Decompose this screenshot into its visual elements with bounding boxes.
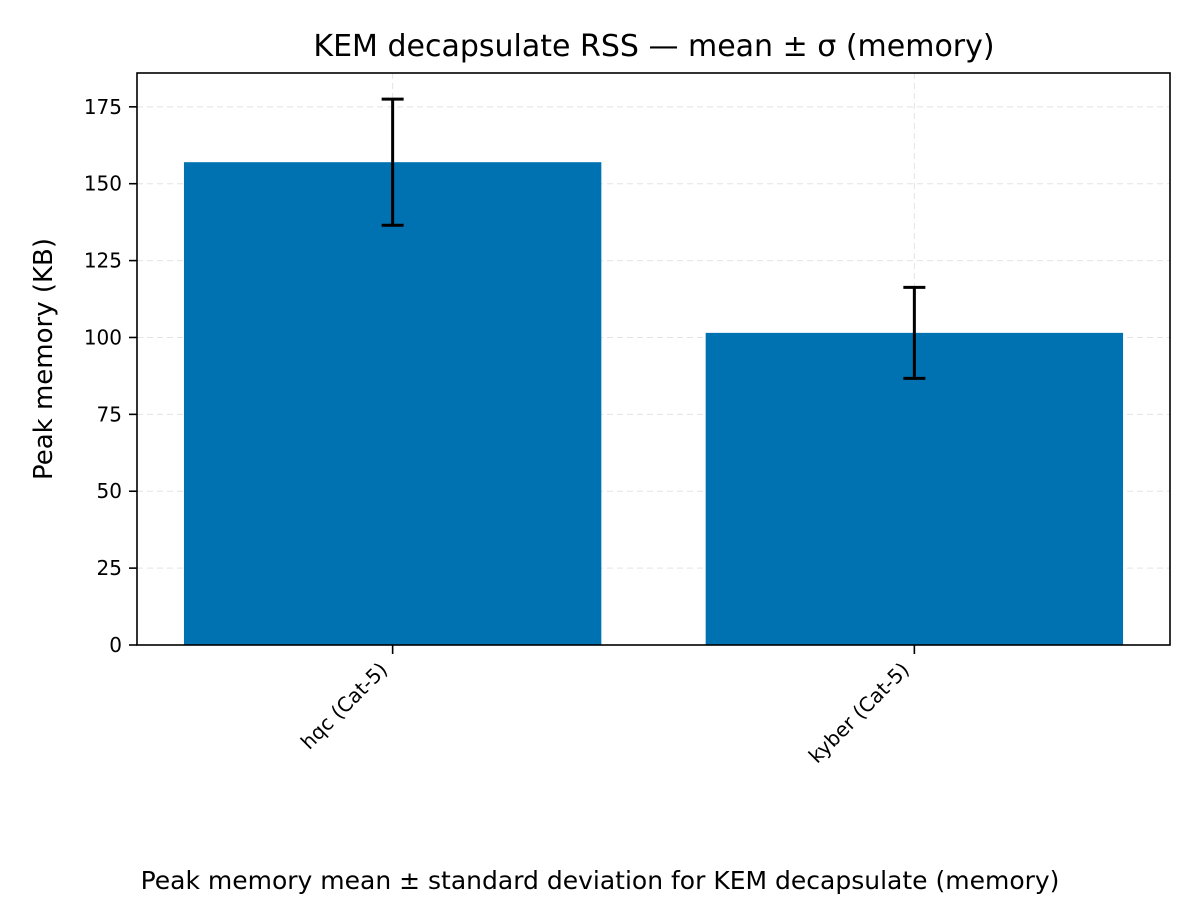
x-tick-label: kyber (Cat-5) xyxy=(804,658,914,768)
y-tick-label: 100 xyxy=(84,325,122,349)
x-tick-label: hqc (Cat-5) xyxy=(296,658,392,754)
y-tick-label: 150 xyxy=(84,172,122,196)
y-tick-label: 50 xyxy=(97,479,122,503)
chart-title: KEM decapsulate RSS — mean ± σ (memory) xyxy=(313,29,994,64)
y-tick-label: 0 xyxy=(109,633,122,657)
y-axis-ticks: 0 25 50 75 100 125 150 175 xyxy=(84,95,137,657)
bar-1 xyxy=(705,332,1124,645)
error-bar-layer xyxy=(381,97,926,380)
x-axis-ticks: hqc (Cat-5) kyber (Cat-5) xyxy=(296,645,916,768)
y-tick-label: 175 xyxy=(84,95,122,119)
y-axis-label: Peak memory (KB) xyxy=(29,238,59,480)
y-tick-label: 25 xyxy=(97,556,122,580)
bar-layer xyxy=(183,162,1124,645)
error-bar-1 xyxy=(903,285,926,380)
y-tick-label: 125 xyxy=(84,249,122,273)
error-bar-0 xyxy=(381,97,404,227)
plot-frame xyxy=(136,72,1171,646)
bar-0 xyxy=(183,162,602,645)
chart-caption: Peak memory mean ± standard deviation fo… xyxy=(141,866,1060,895)
y-tick-label: 75 xyxy=(97,402,122,426)
